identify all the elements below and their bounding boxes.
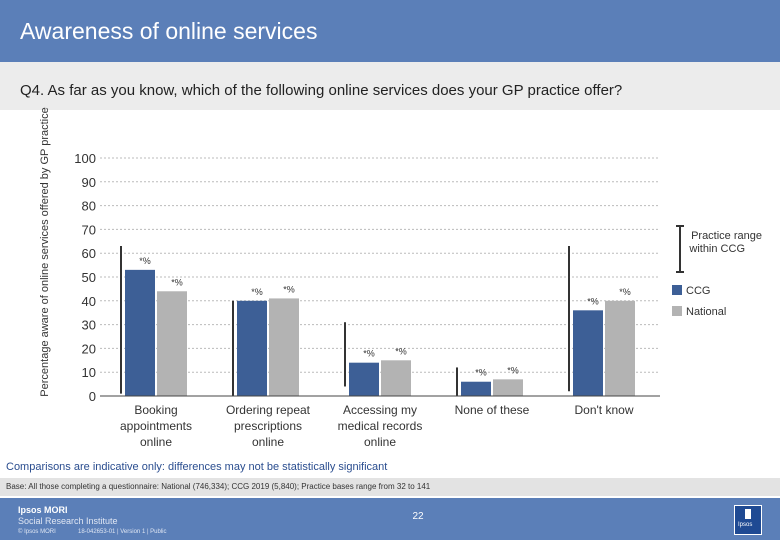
y-tick-label: 30 xyxy=(82,318,96,333)
legend-label-ccg: CCG xyxy=(686,285,710,297)
y-axis-label: Percentage aware of online services offe… xyxy=(39,107,51,396)
y-tick-label: 20 xyxy=(82,341,96,356)
legend-swatch-national xyxy=(672,306,682,316)
bar-national xyxy=(269,298,299,396)
base-bar xyxy=(0,478,780,496)
x-tick-label: Don't know xyxy=(575,403,634,417)
bar-ccg xyxy=(461,381,491,396)
ipsos-logo-text: Ipsos MORI xyxy=(18,505,68,515)
x-tick-label: online xyxy=(252,435,284,449)
y-tick-label: 70 xyxy=(82,222,96,237)
grid-layer xyxy=(100,157,660,373)
data-label: *% xyxy=(171,277,183,287)
x-tick-label: None of these xyxy=(455,403,530,417)
legend-label-national: National xyxy=(686,306,726,318)
y-tick-label: 60 xyxy=(82,246,96,261)
bar-ccg xyxy=(125,269,155,396)
bar-national xyxy=(493,379,523,396)
institute-text: Social Research Institute xyxy=(18,516,118,526)
page-number: 22 xyxy=(412,511,424,522)
y-tick-label: 50 xyxy=(82,270,96,285)
header-bar xyxy=(0,0,780,62)
page-title: Awareness of online services xyxy=(20,18,318,44)
job-reference: 18-042653-01 | Version 1 | Public xyxy=(78,529,167,535)
x-tick-label: online xyxy=(364,435,396,449)
data-label: *% xyxy=(587,296,599,306)
y-tick-label: 80 xyxy=(82,199,96,214)
y-tick-label: 90 xyxy=(82,175,96,190)
ipsos-logo-icon: Ipsos xyxy=(734,505,762,535)
y-tick-label: 40 xyxy=(82,294,96,309)
x-tick-label: Booking xyxy=(134,403,177,417)
y-tick-label: 0 xyxy=(89,389,96,404)
axis-layer: 0 10 20 30 40 50 60 70 80 90 100 Booking appointment… xyxy=(74,151,660,449)
bar-chart: *% *% *% *% *% *% *% *% *% *% 0 10 20 30 40 50 60 70 80 90… xyxy=(39,107,762,449)
x-tick-label: Ordering repeat xyxy=(226,403,311,417)
x-tick-label: prescriptions xyxy=(234,419,302,433)
x-tick-label: appointments xyxy=(120,419,192,433)
data-label: *% xyxy=(475,368,487,378)
bar-ccg xyxy=(573,310,603,396)
comparison-note: Comparisons are indicative only: differe… xyxy=(6,461,388,473)
data-label: *% xyxy=(283,284,295,294)
x-tick-label: Accessing my xyxy=(343,403,417,417)
data-label: *% xyxy=(507,365,519,375)
data-label: *% xyxy=(395,346,407,356)
legend-range-label: Practice range xyxy=(691,230,762,242)
bar-ccg xyxy=(349,362,379,396)
y-tick-label: 100 xyxy=(74,151,96,166)
copyright-text: © Ipsos MORI xyxy=(18,529,56,535)
question-text: Q4. As far as you know, which of the fol… xyxy=(20,82,623,99)
legend-swatch-ccg xyxy=(672,285,682,295)
bar-national xyxy=(157,291,187,396)
bar-layer: *% *% *% *% *% *% *% *% *% *% xyxy=(120,246,635,396)
data-label: *% xyxy=(251,287,263,297)
x-tick-label: medical records xyxy=(338,419,423,433)
base-text: Base: All those completing a questionnai… xyxy=(6,482,431,491)
data-label: *% xyxy=(363,349,375,359)
y-tick-label: 10 xyxy=(82,365,96,380)
legend-range-label: within CCG xyxy=(688,243,745,255)
x-tick-label: online xyxy=(140,435,172,449)
data-label: *% xyxy=(139,256,151,266)
bar-national xyxy=(381,360,411,396)
bar-national xyxy=(605,300,635,396)
bar-ccg xyxy=(237,300,267,396)
footer-bar xyxy=(0,498,780,540)
data-label: *% xyxy=(619,287,631,297)
question-bar xyxy=(0,62,780,110)
